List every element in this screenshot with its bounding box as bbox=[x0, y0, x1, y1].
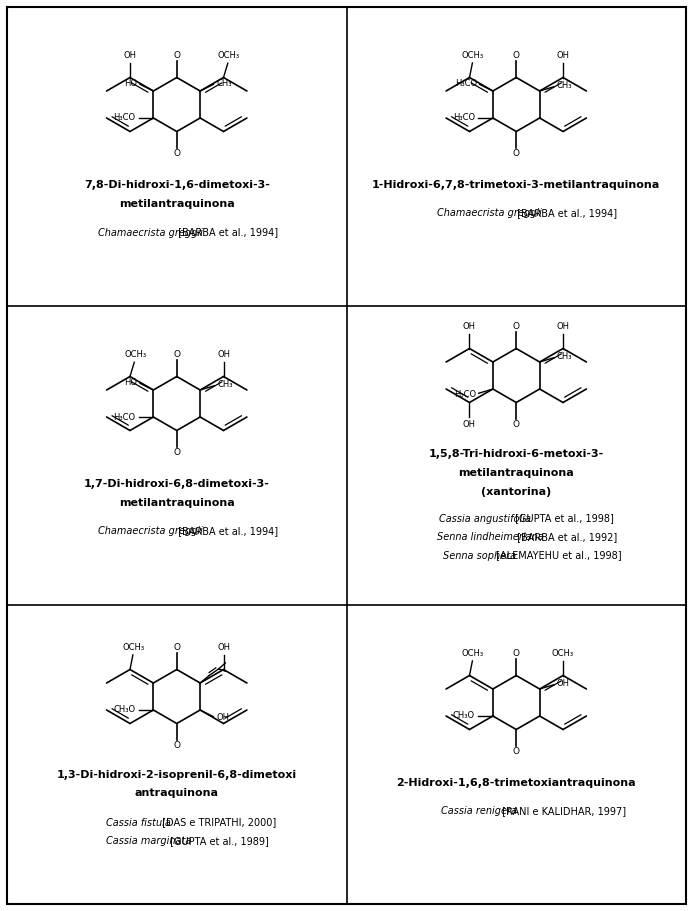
Text: metilantraquinona: metilantraquinona bbox=[119, 497, 235, 507]
Text: OCH₃: OCH₃ bbox=[462, 51, 484, 60]
Text: OH: OH bbox=[556, 680, 570, 689]
Text: OH: OH bbox=[123, 51, 137, 59]
Text: OH: OH bbox=[556, 51, 570, 59]
Text: Chamaecrista greggii: Chamaecrista greggii bbox=[98, 228, 202, 238]
Text: 1-Hidroxi-6,7,8-trimetoxi-3-metilantraquinona: 1-Hidroxi-6,7,8-trimetoxi-3-metilantraqu… bbox=[372, 179, 660, 189]
Text: [RANI e KALIDHAR, 1997]: [RANI e KALIDHAR, 1997] bbox=[499, 806, 626, 816]
Text: O: O bbox=[513, 148, 520, 158]
Text: [BARBA et al., 1994]: [BARBA et al., 1994] bbox=[175, 228, 278, 238]
Text: 1,7-Di-hidroxi-6,8-dimetoxi-3-: 1,7-Di-hidroxi-6,8-dimetoxi-3- bbox=[84, 478, 270, 488]
Text: O: O bbox=[513, 51, 520, 60]
Text: CH₃: CH₃ bbox=[216, 78, 231, 87]
Text: CH₃: CH₃ bbox=[556, 353, 572, 362]
Text: 1,5,8-Tri-hidroxi-6-metoxi-3-: 1,5,8-Tri-hidroxi-6-metoxi-3- bbox=[429, 448, 604, 458]
Text: CH₃O: CH₃O bbox=[453, 711, 475, 721]
Text: [GUPTA et al., 1998]: [GUPTA et al., 1998] bbox=[512, 514, 614, 524]
Text: H₃CO: H₃CO bbox=[114, 114, 136, 122]
Text: 2-Hidroxi-1,6,8-trimetoxiantraquinona: 2-Hidroxi-1,6,8-trimetoxiantraquinona bbox=[396, 777, 636, 787]
Text: [BARBA et al., 1992]: [BARBA et al., 1992] bbox=[514, 532, 617, 542]
Text: [BARBA et al., 1994]: [BARBA et al., 1994] bbox=[175, 527, 278, 537]
Text: Cassia angustifolia: Cassia angustifolia bbox=[439, 514, 532, 524]
Text: OH: OH bbox=[556, 322, 570, 331]
Text: [DAS e TRIPATHI, 2000]: [DAS e TRIPATHI, 2000] bbox=[159, 817, 277, 827]
Text: CH₃: CH₃ bbox=[217, 381, 233, 389]
Text: Senna lindheimeriana: Senna lindheimeriana bbox=[437, 532, 544, 542]
Text: HO: HO bbox=[125, 377, 137, 386]
Text: [ALEMAYEHU et al., 1998]: [ALEMAYEHU et al., 1998] bbox=[493, 550, 622, 560]
Text: OCH₃: OCH₃ bbox=[462, 649, 484, 658]
Text: Senna sophera: Senna sophera bbox=[443, 550, 516, 560]
Text: O: O bbox=[173, 643, 180, 652]
Text: Cassia marginata: Cassia marginata bbox=[105, 836, 191, 846]
Text: O: O bbox=[173, 148, 180, 158]
Text: 1,3-Di-hidroxi-2-isoprenil-6,8-dimetoxi: 1,3-Di-hidroxi-2-isoprenil-6,8-dimetoxi bbox=[57, 770, 297, 780]
Text: Cassia renigera: Cassia renigera bbox=[441, 806, 517, 816]
Text: Cassia fistula: Cassia fistula bbox=[105, 817, 170, 827]
Text: H₃CO: H₃CO bbox=[455, 78, 477, 87]
Text: OCH₃: OCH₃ bbox=[552, 649, 574, 658]
Text: H₃CO: H₃CO bbox=[453, 114, 475, 122]
Text: O: O bbox=[513, 747, 520, 756]
Text: OH: OH bbox=[463, 420, 476, 429]
Text: H₃CO: H₃CO bbox=[454, 390, 476, 399]
Text: (xantorina): (xantorina) bbox=[481, 486, 552, 496]
Text: OCH₃: OCH₃ bbox=[218, 51, 240, 60]
Text: metilantraquinona: metilantraquinona bbox=[458, 467, 574, 477]
Text: OH: OH bbox=[463, 322, 476, 331]
Text: OCH₃: OCH₃ bbox=[124, 351, 146, 360]
Text: O: O bbox=[173, 447, 180, 456]
Text: OH: OH bbox=[216, 713, 229, 722]
Text: H₃CO: H₃CO bbox=[114, 413, 136, 422]
Text: Chamaecrista greggii: Chamaecrista greggii bbox=[98, 527, 202, 537]
Text: CH₃: CH₃ bbox=[556, 81, 572, 90]
Text: OCH₃: OCH₃ bbox=[123, 643, 145, 652]
Text: O: O bbox=[513, 322, 520, 332]
Text: metilantraquinona: metilantraquinona bbox=[119, 199, 235, 209]
Text: 7,8-Di-hidroxi-1,6-dimetoxi-3-: 7,8-Di-hidroxi-1,6-dimetoxi-3- bbox=[84, 179, 270, 189]
Text: OH: OH bbox=[217, 642, 230, 651]
Text: HO: HO bbox=[125, 78, 137, 87]
Text: O: O bbox=[173, 741, 180, 750]
Text: O: O bbox=[173, 351, 180, 359]
Text: OH: OH bbox=[217, 350, 230, 359]
Text: O: O bbox=[513, 420, 520, 429]
Text: Chamaecrista greggii: Chamaecrista greggii bbox=[437, 209, 542, 219]
Text: [BARBA et al., 1994]: [BARBA et al., 1994] bbox=[514, 209, 617, 219]
Text: CH₃O: CH₃O bbox=[114, 705, 136, 714]
Text: O: O bbox=[513, 650, 520, 659]
Text: [GUPTA et al., 1989]: [GUPTA et al., 1989] bbox=[167, 836, 269, 846]
Text: O: O bbox=[173, 51, 180, 60]
Text: antraquinona: antraquinona bbox=[134, 789, 219, 799]
